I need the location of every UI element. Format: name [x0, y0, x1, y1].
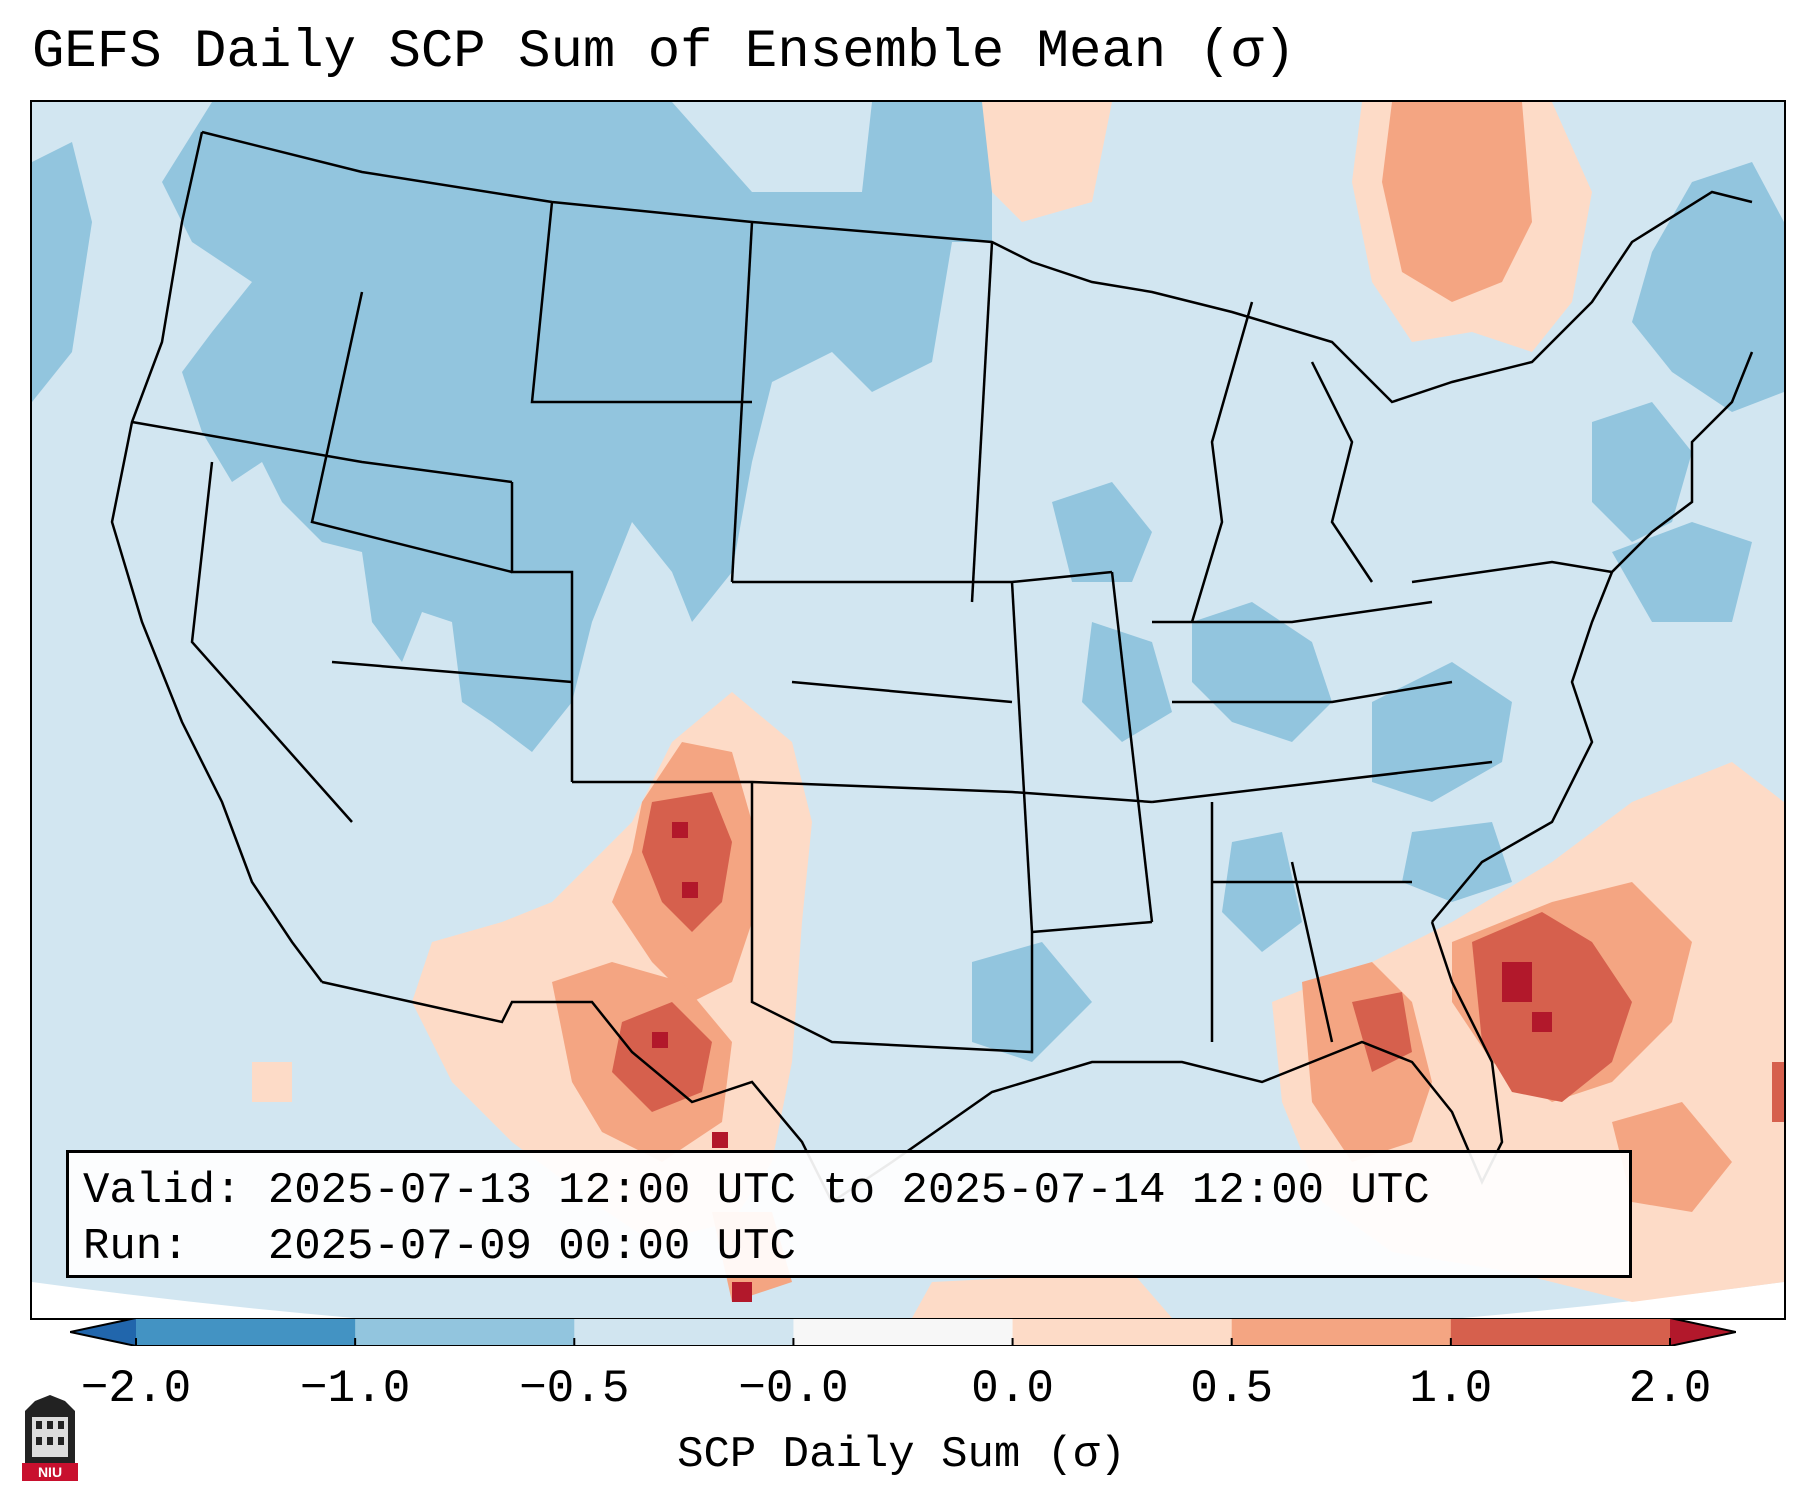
chart-title: GEFS Daily SCP Sum of Ensemble Mean (σ) [32, 22, 1296, 83]
valid-label: Valid: [83, 1166, 242, 1216]
colorbar-tick-label: −0.0 [738, 1363, 849, 1415]
anomaly-map [32, 102, 1784, 1318]
colorbar-label: SCP Daily Sum (σ) [677, 1430, 1126, 1480]
svg-text:NIU: NIU [38, 1464, 62, 1480]
projection-edge [32, 1282, 1784, 1318]
colorbar-bin [1450, 1318, 1671, 1346]
colorbar-tick-label: −1.0 [299, 1363, 411, 1415]
valid-row: Valid: 2025-07-13 12:00 UTC to 2025-07-1… [83, 1163, 1615, 1219]
colorbar-bin [1231, 1318, 1452, 1346]
run-row: Run: 2025-07-09 00:00 UTC [83, 1219, 1615, 1275]
run-label: Run: [83, 1222, 189, 1272]
colorbar-tick-label: 2.0 [1628, 1363, 1712, 1415]
colorbar-tick-label: 0.5 [1190, 1363, 1274, 1415]
extreme-positive-cells [652, 822, 1552, 1302]
validity-info-box: Valid: 2025-07-13 12:00 UTC to 2025-07-1… [66, 1150, 1632, 1278]
map-panel [30, 100, 1786, 1320]
colorbar-tick-label: −0.5 [519, 1363, 630, 1415]
negative-anomaly-regions [32, 102, 1784, 1062]
colorbar-bin [574, 1318, 794, 1346]
colorbar-bin [355, 1318, 575, 1346]
valid-time: 2025-07-13 12:00 UTC to 2025-07-14 12:00… [267, 1166, 1430, 1216]
colorbar-extension-min [70, 1318, 136, 1346]
colorbar [70, 1318, 1736, 1346]
colorbar-bin [136, 1318, 356, 1346]
strong-positive-regions [612, 792, 1784, 1122]
niu-logo-icon: NIU [22, 1395, 78, 1481]
colorbar-tick-label: 1.0 [1409, 1363, 1493, 1415]
colorbar-extension-max [1670, 1318, 1736, 1346]
colorbar-tick-label: 0.0 [971, 1363, 1054, 1415]
colorbar-bin [793, 1318, 1014, 1346]
run-time: 2025-07-09 00:00 UTC [267, 1222, 796, 1272]
political-borders [110, 130, 1754, 1204]
colorbar-bin [1012, 1318, 1233, 1346]
colorbar-tick-label: −2.0 [80, 1363, 192, 1415]
